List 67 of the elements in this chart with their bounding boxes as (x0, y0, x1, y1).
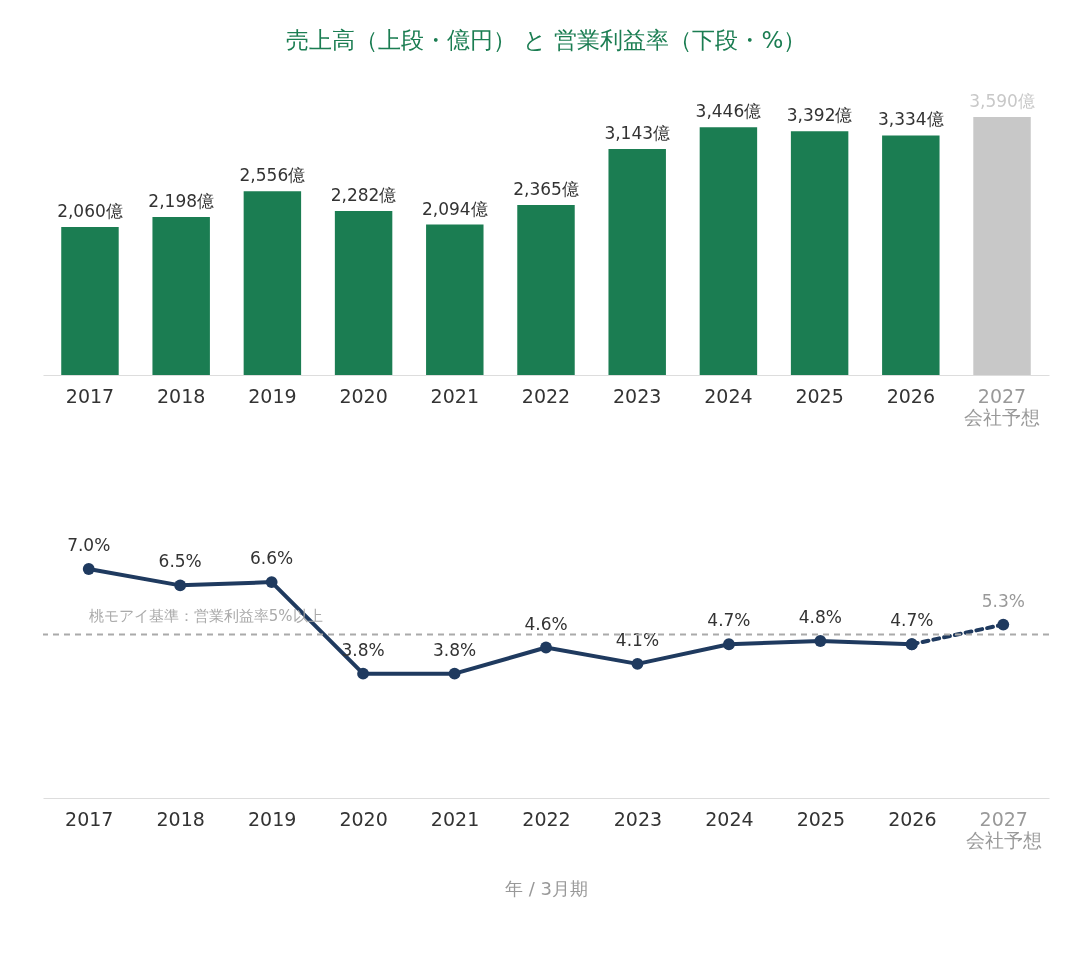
bar (608, 149, 666, 375)
data-label: 2,556億 (239, 165, 306, 186)
x-axis-title: 年 / 3月期 (505, 877, 588, 899)
x-tick-label: 2021 (430, 807, 480, 830)
x-tick-label: 2027 会社予想 (965, 807, 1042, 851)
bar (973, 117, 1031, 375)
data-label: 2,094億 (421, 198, 488, 219)
point (540, 641, 552, 654)
data-label: 4.6% (524, 613, 568, 634)
bar (334, 211, 393, 375)
data-label: 4.7% (707, 610, 751, 631)
x-tick-label: 2017 (65, 384, 115, 407)
point (631, 657, 644, 670)
x-tick-label: 2022 (522, 807, 571, 830)
point (265, 576, 278, 588)
data-label: 2,060億 (57, 200, 123, 221)
data-label: 3,143億 (604, 123, 671, 144)
data-label: 4.7% (890, 610, 934, 631)
x-tick-label: 2020 (339, 384, 388, 407)
x-tick-label: 2025 (795, 384, 844, 407)
data-label: 3,334億 (877, 109, 944, 130)
x-tick-label: 2019 (247, 807, 297, 830)
x-tick-label: 2025 (796, 807, 846, 830)
x-tick-label: 2018 (157, 384, 206, 407)
point (448, 667, 461, 680)
x-tick-label: 2018 (156, 807, 205, 830)
data-label: 5.3% (981, 590, 1025, 611)
point (357, 667, 370, 680)
point (814, 635, 827, 647)
x-tick-label: 2024 (705, 807, 754, 830)
data-label: 3.8% (341, 639, 385, 660)
bar (61, 226, 119, 375)
x-tick-label: 2023 (613, 384, 662, 407)
data-label: 3,392億 (786, 105, 853, 126)
x-tick-label: 2017 (65, 807, 114, 830)
bar (699, 127, 758, 375)
data-label: 2,282億 (330, 185, 397, 205)
x-tick-label: 2024 (704, 384, 753, 407)
data-label: 3.8% (432, 639, 477, 660)
x-tick-label: 2027 会社予想 (964, 384, 1041, 428)
data-label: 2,198億 (148, 191, 215, 212)
x-tick-label: 2021 (430, 384, 479, 407)
point (722, 638, 735, 651)
x-tick-label: 2020 (339, 807, 388, 830)
bar (152, 217, 210, 375)
point (174, 579, 187, 592)
point (905, 638, 918, 651)
bar (517, 205, 575, 375)
data-label: 4.8% (798, 606, 842, 627)
x-tick-label: 2023 (613, 807, 663, 830)
bar (882, 135, 940, 375)
data-label: 6.6% (250, 548, 294, 569)
data-label: 4.1% (615, 629, 660, 650)
x-tick-label: 2026 (888, 807, 937, 830)
data-label: 6.5% (158, 551, 202, 572)
data-label: 3,446億 (695, 101, 762, 122)
point (997, 618, 1010, 631)
bar (243, 191, 302, 375)
x-tick-label: 2026 (886, 384, 935, 407)
data-label: 7.0% (67, 535, 111, 555)
data-label: 2,365億 (513, 179, 579, 200)
bar (426, 224, 484, 375)
point (82, 563, 95, 575)
chart-title: 売上高（上段・億円） と 営業利益率（下段・%） (285, 27, 807, 53)
x-tick-label: 2019 (248, 384, 297, 407)
x-tick-label: 2022 (521, 384, 571, 407)
bar (790, 131, 849, 375)
